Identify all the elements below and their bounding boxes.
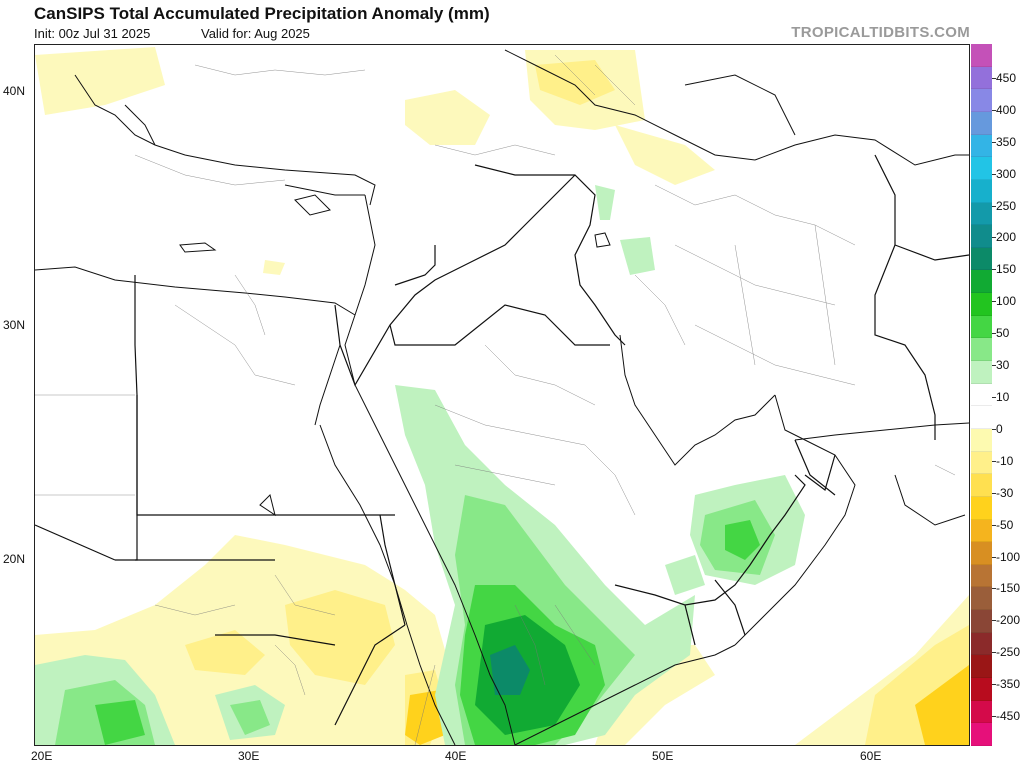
colorbar-label: 200 <box>996 230 1017 245</box>
colorbar-swatch <box>971 587 992 611</box>
colorbar-tick <box>992 397 996 398</box>
colorbar-label: 10 <box>996 390 1010 404</box>
map-canvas <box>35 47 969 745</box>
colorbar-tick <box>992 109 996 111</box>
colorbar-label: 0 <box>996 421 1003 436</box>
colorbar-label: 250 <box>996 198 1017 213</box>
colorbar-label: -150 <box>996 581 1021 596</box>
colorbar-label: -50 <box>996 517 1014 532</box>
colorbar-swatch <box>971 700 992 724</box>
colorbar-swatch <box>971 202 992 226</box>
colorbar-tick <box>992 365 996 367</box>
colorbar-tick <box>992 716 996 718</box>
colorbar-swatch <box>971 315 992 339</box>
colorbar-swatch <box>971 610 992 633</box>
colorbar-tick <box>992 237 996 239</box>
colorbar-swatch <box>971 632 992 656</box>
colorbar-swatch <box>971 338 992 362</box>
lon-label-50e: 50E <box>652 749 674 763</box>
colorbar-label: 30 <box>996 358 1010 373</box>
country-borders <box>35 154 969 726</box>
peak-wet-region <box>490 645 530 695</box>
colorbar-swatch <box>971 519 992 543</box>
colorbar-tick <box>992 556 996 558</box>
colorbar-label: 350 <box>996 134 1017 149</box>
colorbar-swatch <box>971 428 992 452</box>
colorbar-label: 450 <box>996 70 1017 85</box>
colorbar-swatch <box>971 89 992 112</box>
colorbar-tick <box>992 77 996 79</box>
colorbar-label: 150 <box>996 262 1017 277</box>
valid-time: Valid for: Aug 2025 <box>201 26 310 41</box>
colorbar-swatch <box>971 542 992 565</box>
colorbar-tick <box>992 620 996 622</box>
colorbar-swatch <box>971 179 992 203</box>
colorbar-swatch <box>971 361 992 384</box>
colorbar-swatch <box>971 496 992 520</box>
colorbar-tick <box>992 269 996 271</box>
brand-watermark: TROPICALTIDBITS.COM <box>791 24 970 41</box>
colorbar-label: -250 <box>996 645 1021 660</box>
colorbar-swatch <box>971 44 992 67</box>
colorbar-label: -450 <box>996 709 1021 724</box>
lon-label-20e: 20E <box>31 749 53 763</box>
lon-label-30e: 30E <box>238 749 260 763</box>
colorbar-tick <box>992 333 996 335</box>
colorbar-swatch <box>971 293 992 316</box>
admin-borders <box>35 54 956 745</box>
colorbar-swatch <box>971 270 992 294</box>
colorbar-swatch <box>971 247 992 271</box>
colorbar-swatch <box>971 134 992 158</box>
colorbar-swatch <box>971 406 992 429</box>
colorbar-tick <box>992 460 996 462</box>
anomaly-shading <box>35 47 969 745</box>
colorbar-swatch <box>971 225 992 248</box>
colorbar <box>971 44 993 746</box>
colorbar-label: 50 <box>996 326 1010 341</box>
colorbar-tick <box>992 492 996 494</box>
colorbar-tick <box>992 524 996 526</box>
colorbar-label: 400 <box>996 102 1017 117</box>
colorbar-tick <box>992 684 996 686</box>
colorbar-label: -350 <box>996 677 1021 692</box>
colorbar-tick <box>992 588 996 590</box>
colorbar-label: 300 <box>996 166 1017 181</box>
precip-anomaly-map <box>34 44 970 746</box>
lon-label-40e: 40E <box>445 749 467 763</box>
colorbar-tick <box>992 173 996 175</box>
colorbar-swatch <box>971 678 992 701</box>
map-title: CanSIPS Total Accumulated Precipitation … <box>34 4 490 23</box>
lat-label-20n: 20N <box>3 552 26 566</box>
colorbar-swatch <box>971 723 992 746</box>
colorbar-label: -10 <box>996 453 1014 468</box>
colorbar-swatch <box>971 383 992 407</box>
colorbar-label: -100 <box>996 549 1021 564</box>
lat-label-40n: 40N <box>3 84 26 98</box>
colorbar-swatch <box>971 451 992 475</box>
colorbar-tick <box>992 301 996 303</box>
colorbar-label: -30 <box>996 485 1014 500</box>
colorbar-swatch <box>971 564 992 588</box>
lon-label-60e: 60E <box>860 749 882 763</box>
colorbar-tick <box>992 652 996 654</box>
colorbar-swatch <box>971 66 992 90</box>
colorbar-tick <box>992 141 996 143</box>
init-time: Init: 00z Jul 31 2025 <box>34 26 151 41</box>
colorbar-label: -200 <box>996 613 1021 628</box>
colorbar-label: 100 <box>996 294 1017 309</box>
colorbar-swatch <box>971 111 992 135</box>
colorbar-tick <box>992 205 996 207</box>
colorbar-swatch <box>971 157 992 180</box>
colorbar-tick <box>992 428 996 430</box>
colorbar-swatch <box>971 474 992 497</box>
lat-label-30n: 30N <box>3 318 26 332</box>
colorbar-swatch <box>971 655 992 679</box>
coastlines <box>35 49 969 745</box>
